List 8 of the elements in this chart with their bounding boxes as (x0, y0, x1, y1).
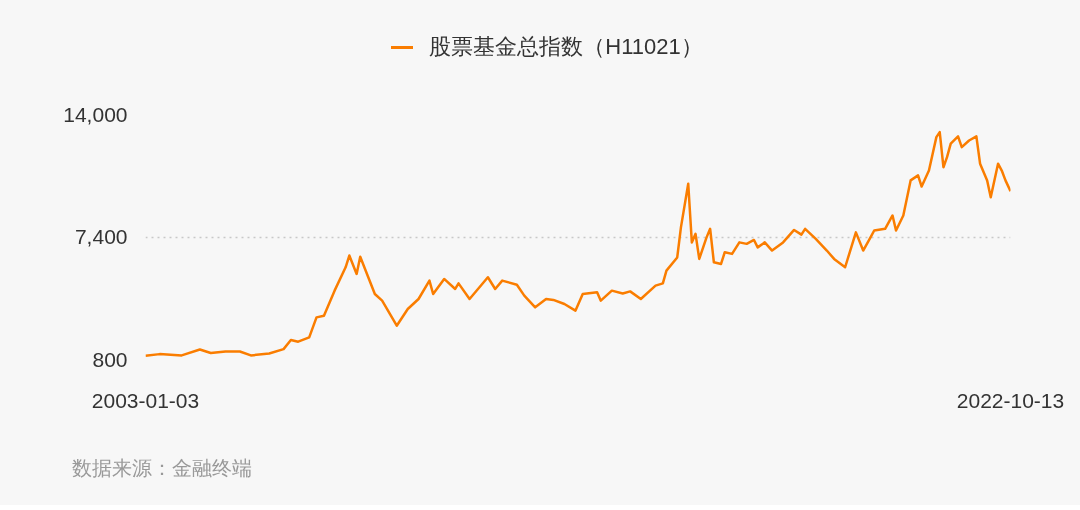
line-series (145, 130, 1011, 358)
y-tick-label: 14,000 (63, 102, 128, 126)
legend-label: 股票基金总指数（H11021） (429, 34, 703, 60)
y-tick-label: 7,400 (74, 225, 128, 248)
x-tick-label: 2003-01-03 (91, 388, 200, 412)
y-tick-label: 800 (92, 347, 128, 371)
x-tick-label: 2022-10-13 (956, 388, 1065, 412)
source-note: 数据来源：金融终端 (71, 456, 252, 481)
